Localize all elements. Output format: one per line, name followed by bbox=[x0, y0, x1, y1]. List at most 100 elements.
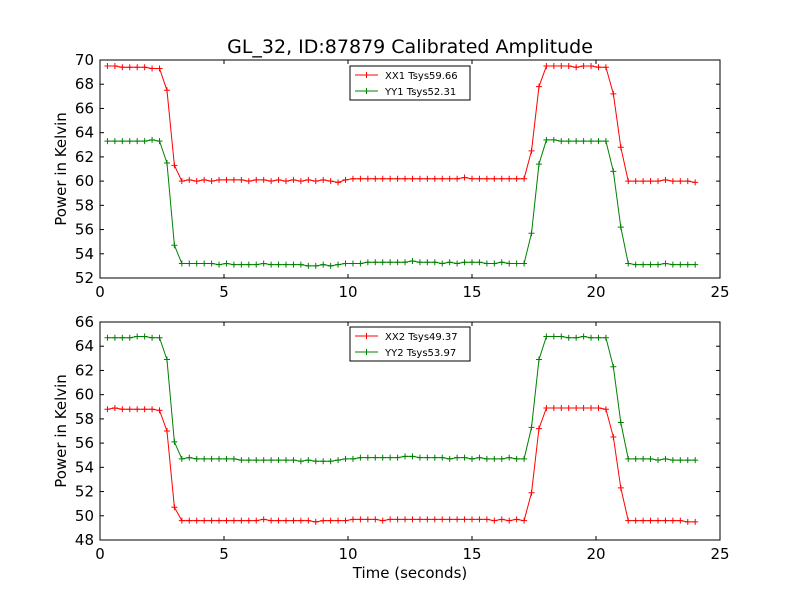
data-point bbox=[684, 518, 691, 525]
data-point bbox=[171, 242, 178, 249]
legend-marker bbox=[363, 88, 370, 94]
data-point bbox=[193, 455, 200, 462]
plots: 0 5 10 15 20 25 52 54 56 58 60 62 64 66 68 70 Power in K… bbox=[52, 51, 730, 582]
data-point bbox=[469, 516, 475, 523]
data-point bbox=[439, 260, 446, 267]
data-point bbox=[580, 333, 587, 340]
data-point bbox=[640, 178, 647, 185]
data-point bbox=[171, 438, 178, 445]
data-point bbox=[595, 334, 602, 341]
y-tick-label: 70 bbox=[75, 51, 94, 69]
data-point bbox=[483, 175, 490, 182]
data-point bbox=[104, 138, 111, 145]
y-tick-label: 60 bbox=[75, 386, 94, 404]
data-point bbox=[424, 516, 431, 523]
data-point bbox=[684, 178, 691, 185]
data-point bbox=[602, 334, 609, 341]
data-point bbox=[573, 64, 580, 71]
data-point bbox=[677, 457, 684, 464]
data-point bbox=[625, 178, 632, 185]
data-point bbox=[461, 516, 468, 523]
data-point bbox=[521, 455, 528, 462]
data-point bbox=[580, 138, 587, 145]
x-tick-label: 10 bbox=[338, 283, 357, 301]
data-point bbox=[193, 517, 200, 524]
data-point bbox=[416, 454, 423, 461]
data-point bbox=[357, 516, 364, 523]
data-point bbox=[335, 179, 342, 186]
data-point bbox=[297, 261, 304, 268]
x-tick-label: 0 bbox=[95, 283, 105, 301]
data-point bbox=[364, 516, 371, 523]
data-point bbox=[126, 138, 133, 145]
data-point bbox=[424, 259, 431, 266]
data-point bbox=[439, 454, 446, 461]
data-point bbox=[186, 176, 193, 183]
data-point bbox=[483, 455, 490, 462]
data-point bbox=[312, 178, 319, 185]
data-point bbox=[424, 175, 431, 182]
data-point bbox=[625, 517, 632, 524]
subplot-1: 0 5 10 15 20 25 52 54 56 58 60 62 64 66 68 70 Power in K… bbox=[52, 51, 730, 301]
y-axis-label: Power in Kelvin bbox=[52, 374, 70, 488]
data-point bbox=[521, 517, 528, 524]
data-point bbox=[186, 260, 193, 267]
y-tick-label: 54 bbox=[75, 245, 94, 263]
data-point bbox=[602, 406, 609, 413]
legend-marker bbox=[363, 349, 370, 355]
data-point bbox=[461, 174, 468, 181]
subplot-2: 0 5 10 15 20 25 48 50 52 54 56 58 60 62 64 66 Power in K… bbox=[52, 313, 730, 582]
data-point bbox=[327, 458, 334, 465]
data-point bbox=[655, 457, 661, 464]
data-point bbox=[521, 260, 528, 267]
x-axis-label: Time (seconds) bbox=[352, 564, 468, 582]
data-point bbox=[186, 517, 193, 524]
data-point bbox=[558, 63, 565, 70]
data-point bbox=[372, 259, 379, 266]
data-point bbox=[208, 455, 215, 462]
data-point bbox=[692, 518, 699, 525]
data-point bbox=[297, 517, 304, 524]
data-point bbox=[178, 260, 185, 267]
data-point bbox=[394, 175, 401, 182]
y-tick-label: 56 bbox=[75, 221, 94, 239]
data-point bbox=[238, 517, 245, 524]
data-point bbox=[535, 161, 542, 168]
data-point bbox=[602, 138, 609, 145]
data-point bbox=[141, 64, 148, 71]
data-point bbox=[268, 261, 275, 268]
data-point bbox=[156, 407, 163, 414]
data-point bbox=[379, 517, 386, 524]
x-tick-label: 15 bbox=[462, 545, 481, 563]
data-point bbox=[223, 176, 230, 183]
data-point bbox=[684, 261, 691, 268]
data-point bbox=[446, 259, 453, 266]
data-point bbox=[119, 334, 126, 341]
data-point bbox=[402, 259, 409, 266]
y-tick-label: 48 bbox=[75, 531, 94, 549]
x-tick-label: 25 bbox=[710, 283, 729, 301]
data-point bbox=[394, 454, 401, 461]
data-point bbox=[216, 517, 223, 524]
data-point bbox=[253, 176, 260, 183]
data-point bbox=[469, 455, 475, 462]
data-point bbox=[431, 259, 438, 266]
data-point bbox=[149, 334, 156, 341]
data-point bbox=[104, 406, 111, 413]
data-point bbox=[632, 517, 639, 524]
x-tick-label: 10 bbox=[338, 545, 357, 563]
data-point bbox=[669, 178, 676, 185]
data-point bbox=[387, 454, 394, 461]
data-point bbox=[617, 144, 624, 151]
data-point bbox=[134, 406, 141, 413]
data-point bbox=[357, 454, 364, 461]
data-point bbox=[543, 333, 550, 340]
data-point bbox=[506, 260, 513, 267]
data-point bbox=[446, 455, 453, 462]
data-point bbox=[647, 455, 654, 462]
data-point bbox=[312, 518, 319, 525]
data-point bbox=[320, 517, 327, 524]
data-point bbox=[171, 162, 178, 169]
data-point bbox=[454, 454, 461, 461]
